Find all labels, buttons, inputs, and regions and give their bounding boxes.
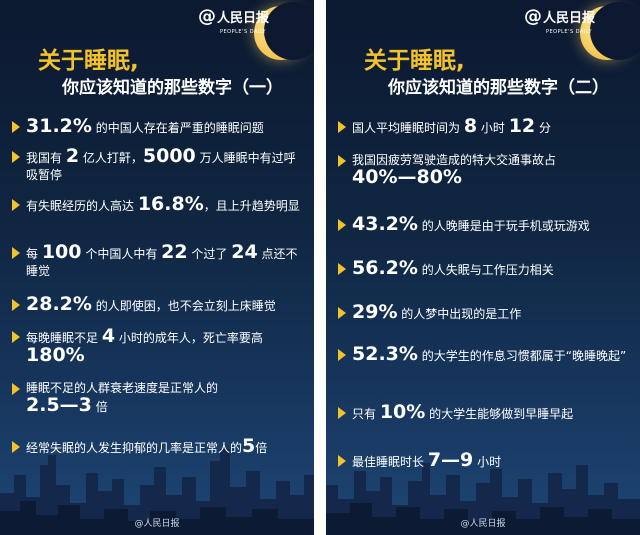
- arrow-bullet-icon: [338, 349, 346, 361]
- arrow-bullet-icon: [12, 121, 20, 133]
- peoples-daily-logo: @人民日报 PEOPLE'S DAILY: [198, 6, 270, 36]
- fact-item: 最佳睡眠时长 7—9 小时: [338, 451, 630, 471]
- fact-item: 有失眠经历的人高达 16.8%，且上升趋势明显: [12, 195, 304, 215]
- fact-item: 每晚睡眠不足 4 小时的成年人，死亡率要高 180%: [12, 327, 304, 366]
- arrow-bullet-icon: [338, 407, 346, 419]
- fact-item: 每 100 个中国人中有 22 个过了 24 点还不睡觉: [12, 243, 304, 280]
- poster-panel-right: @人民日报 PEOPLE'S DAILY 关于睡眠, 你应该知道的那些数字（二）…: [326, 0, 640, 535]
- poster-subtitle: 你应该知道的那些数字（一）: [62, 78, 283, 98]
- arrow-bullet-icon: [12, 151, 20, 163]
- arrow-bullet-icon: [338, 263, 346, 275]
- fact-item: 43.2% 的人晚睡是由于玩手机或玩游戏: [338, 215, 630, 235]
- moon-icon: [580, 2, 640, 60]
- fact-item: 经常失眠的人发生抑郁的几率是正常人的5倍: [12, 437, 304, 457]
- arrow-bullet-icon: [12, 383, 20, 395]
- arrow-bullet-icon: [12, 441, 20, 453]
- poster-title: 关于睡眠,: [364, 48, 465, 74]
- arrow-bullet-icon: [338, 307, 346, 319]
- arrow-bullet-icon: [12, 331, 20, 343]
- arrow-bullet-icon: [338, 219, 346, 231]
- fact-item: 睡眠不足的人群衰老速度是正常人的 2.5—3 倍: [12, 380, 304, 416]
- fact-item: 只有 10% 的大学生能够做到早睡早起: [338, 403, 630, 423]
- poster-title: 关于睡眠,: [38, 48, 139, 74]
- fact-item: 29% 的人梦中出现的是工作: [338, 303, 630, 323]
- watermark: @人民日报: [134, 519, 180, 529]
- arrow-bullet-icon: [12, 299, 20, 311]
- arrow-bullet-icon: [12, 247, 20, 259]
- poster-panel-left: @人民日报 PEOPLE'S DAILY 关于睡眠, 你应该知道的那些数字（一）…: [0, 0, 314, 535]
- moon-icon: [254, 2, 314, 60]
- arrow-bullet-icon: [12, 199, 20, 211]
- fact-item: 56.2% 的人失眠与工作压力相关: [338, 259, 630, 279]
- fact-item: 52.3% 的大学生的作息习惯都属于“晚睡晚起”: [338, 345, 630, 365]
- fact-item: 28.2% 的人即使困，也不会立刻上床睡觉: [12, 295, 304, 315]
- fact-item: 我国有 2 亿人打鼾，5000 万人睡眠中有过呼吸暂停: [12, 147, 304, 184]
- fact-item: 国人平均睡眠时间为 8 小时 12 分: [338, 117, 630, 137]
- arrow-bullet-icon: [338, 121, 346, 133]
- poster-subtitle: 你应该知道的那些数字（二）: [388, 78, 609, 98]
- watermark: @人民日报: [460, 519, 506, 529]
- arrow-bullet-icon: [338, 455, 346, 467]
- fact-item: 31.2% 的中国人存在着严重的睡眠问题: [12, 117, 304, 137]
- city-skyline-illustration: [0, 449, 314, 535]
- fact-item: 我国因疲劳驾驶造成的特大交通事故占 40%—80%: [338, 152, 630, 188]
- city-skyline-illustration: [326, 463, 640, 535]
- arrow-bullet-icon: [338, 155, 346, 167]
- peoples-daily-logo: @人民日报 PEOPLE'S DAILY: [524, 6, 596, 36]
